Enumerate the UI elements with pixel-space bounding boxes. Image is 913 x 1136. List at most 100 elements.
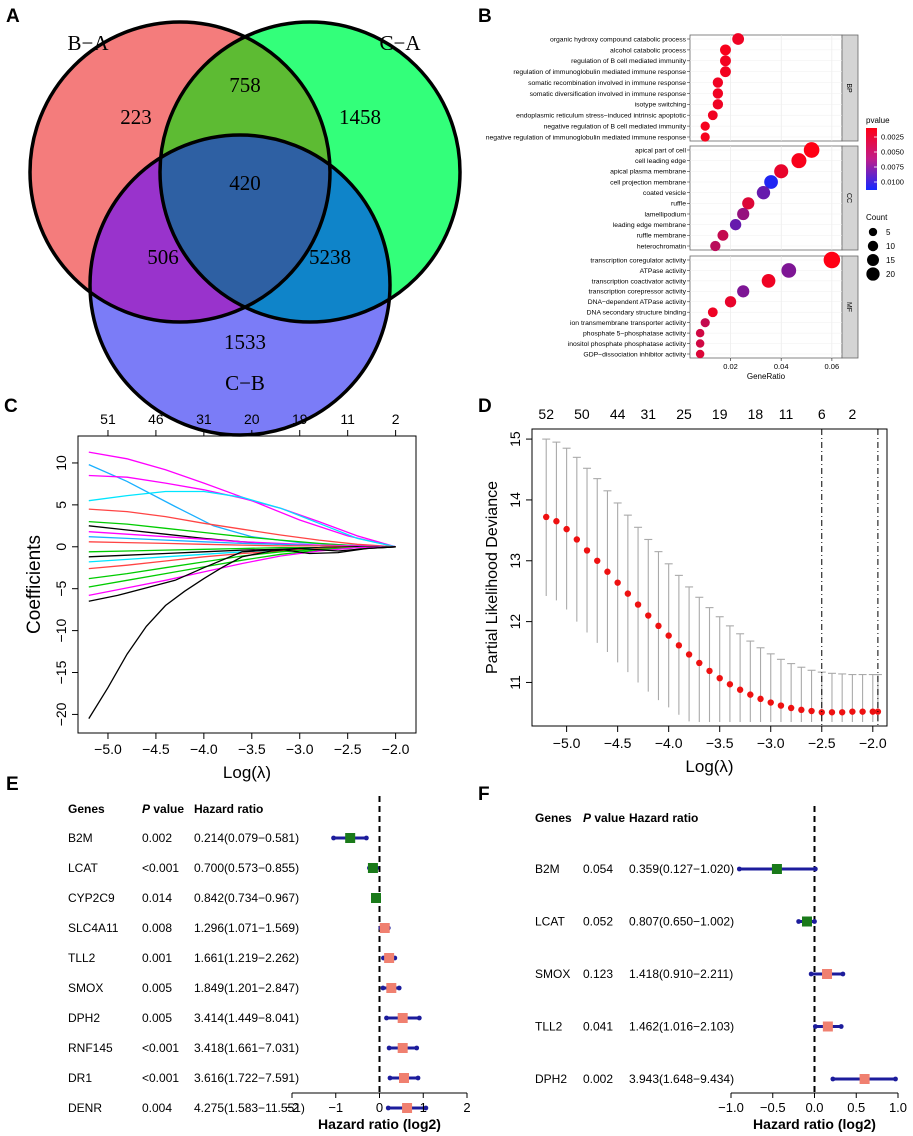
- go-dot: [720, 66, 731, 78]
- lasso-y-tick-label: 10: [53, 455, 69, 471]
- panel-f-forest-multivariate: Genes P value Hazard ratio B2M 0.054 0.359(0.…: [535, 806, 907, 1132]
- cv-point: [583, 547, 591, 554]
- forest-gene-label: DENR: [68, 1101, 102, 1115]
- forest-hr-label: 1.296(1.071−1.569): [194, 921, 299, 935]
- cv-point: [757, 695, 764, 703]
- go-count-legend-label: 5: [886, 228, 891, 237]
- go-term-label: apical plasma membrane: [610, 169, 686, 176]
- lasso-top-tick-label: 20: [244, 411, 260, 427]
- cv-y-tick-label: 11: [507, 675, 523, 690]
- forest-x-tick-label: −2: [285, 1100, 300, 1115]
- cv-point: [665, 632, 672, 639]
- forest-estimate: [859, 1074, 870, 1084]
- cv-point: [777, 702, 785, 709]
- go-count-legend-title: Count: [866, 213, 888, 222]
- forest-x-tick-label: 1: [420, 1100, 427, 1115]
- go-term-label: endoplasmic reticulum stress−induced int…: [516, 113, 686, 120]
- go-term-label: leading edge membrane: [613, 222, 687, 229]
- forest-gene-label: LCAT: [68, 861, 98, 875]
- panel-label-c: C: [4, 396, 18, 417]
- venn-value-all: 420: [229, 171, 261, 195]
- forest-hr-label: 1.661(1.219−2.262): [194, 951, 299, 965]
- forest-estimate: [367, 863, 378, 873]
- go-term-label: DNA−dependent ATPase activity: [588, 299, 687, 306]
- venn-value-ba-ca: 758: [229, 73, 261, 97]
- panel-label-d: D: [478, 396, 492, 417]
- forest-gene-label: DPH2: [535, 1072, 567, 1086]
- venn-value-b-only: 223: [120, 105, 152, 129]
- go-term-label: ion transmembrane transporter activity: [570, 320, 687, 327]
- forest-pvalue-label: 0.014: [142, 891, 172, 905]
- go-dot: [724, 296, 737, 308]
- cv-point: [767, 699, 774, 706]
- lasso-coef-path: [88, 490, 396, 548]
- cv-point: [594, 557, 601, 564]
- cv-top-tick-label: 25: [676, 406, 692, 422]
- go-term-label: organic hydroxy compound catabolic proce…: [550, 36, 687, 43]
- cv-point: [634, 601, 642, 608]
- forest-hr-label: 4.275(1.583−11.551): [194, 1101, 305, 1115]
- cv-point: [808, 707, 815, 715]
- lasso-top-tick-label: 46: [148, 411, 164, 427]
- go-term-label: negative regulation of immunoglobulin me…: [486, 134, 686, 141]
- lasso-x-tick-label: −3.0: [286, 741, 314, 757]
- cv-point: [685, 651, 693, 658]
- forest-x-tick-label: 0: [376, 1100, 383, 1115]
- cv-point: [696, 659, 703, 667]
- forest-hr-label: 3.943(1.648−9.434): [629, 1072, 734, 1086]
- forest-ci-end: [363, 835, 369, 841]
- lasso-x-tick-label: −4.0: [190, 741, 218, 757]
- forest-hr-label: 3.616(1.722−7.591): [194, 1071, 299, 1085]
- forest-estimate: [822, 969, 833, 979]
- forest-estimate: [801, 916, 812, 927]
- go-dot: [710, 240, 721, 252]
- forest-x-axis-title: Hazard ratio (log2): [318, 1116, 441, 1132]
- panel-c-lasso-coefficients: −5.0 −4.5 −4.0 −3.5 −3.0 −2.5 −2.0 −20 −15 −10 −5 0…: [24, 411, 417, 782]
- cv-y-tick-label: 14: [507, 492, 523, 508]
- cv-point: [716, 674, 723, 682]
- cv-top-tick-label: 52: [538, 406, 554, 422]
- lasso-coef-path: [88, 508, 396, 548]
- forest-pvalue-label: 0.123: [583, 967, 613, 981]
- go-term-label: apical part of cell: [635, 147, 686, 154]
- forest-x-tick-label: −0.5: [760, 1100, 786, 1115]
- forest-pvalue-label: 0.054: [583, 862, 613, 876]
- go-pvalue-legend-label: 0.0100: [881, 178, 904, 187]
- cv-point: [849, 708, 856, 715]
- go-count-legend-dot: [867, 254, 879, 266]
- forest-ci-end: [385, 1105, 391, 1111]
- panel-d-lasso-cv: −5.0 −4.5 −4.0 −3.5 −3.0 −2.5 −2.0 11 12 13 14 15 52…: [484, 406, 888, 776]
- forest-estimate: [386, 983, 397, 993]
- lasso-x-tick-label: −5.0: [94, 741, 122, 757]
- forest-ci-end: [396, 985, 402, 991]
- go-dot: [720, 55, 731, 67]
- go-term-label: coated vesicle: [643, 190, 686, 197]
- go-dot: [712, 88, 724, 99]
- go-count-legend-dot: [867, 240, 879, 252]
- forest-ci-end: [414, 1045, 420, 1051]
- forest-ci-end: [840, 971, 846, 977]
- forest-x-axis-title: Hazard ratio (log2): [753, 1116, 876, 1132]
- cv-point: [573, 536, 581, 543]
- go-count-legend-label: 15: [886, 256, 895, 265]
- cv-y-tick-label: 12: [507, 614, 523, 630]
- forest-pvalue-label: 0.002: [142, 831, 172, 845]
- go-dot: [720, 44, 731, 56]
- forest-gene-label: CYP2C9: [68, 891, 115, 905]
- cv-point: [563, 525, 570, 533]
- lasso-coef-path: [88, 546, 396, 597]
- cv-point: [553, 518, 560, 525]
- forest-pvalue-label: 0.008: [142, 921, 172, 935]
- go-dot: [700, 121, 710, 131]
- cv-point: [736, 686, 744, 693]
- cv-point: [645, 612, 652, 619]
- go-dot: [707, 307, 718, 318]
- lasso-x-axis-title: Log(λ): [223, 763, 271, 782]
- forest-hr-label: 1.849(1.201−2.847): [194, 981, 299, 995]
- forest-estimate: [397, 1013, 408, 1023]
- venn-circle-c-a-outline: [158, 20, 462, 324]
- lasso-y-tick-label: −5: [53, 580, 69, 596]
- go-pvalue-colorbar: [866, 128, 877, 190]
- forest-pvalue-label: <0.001: [142, 861, 179, 875]
